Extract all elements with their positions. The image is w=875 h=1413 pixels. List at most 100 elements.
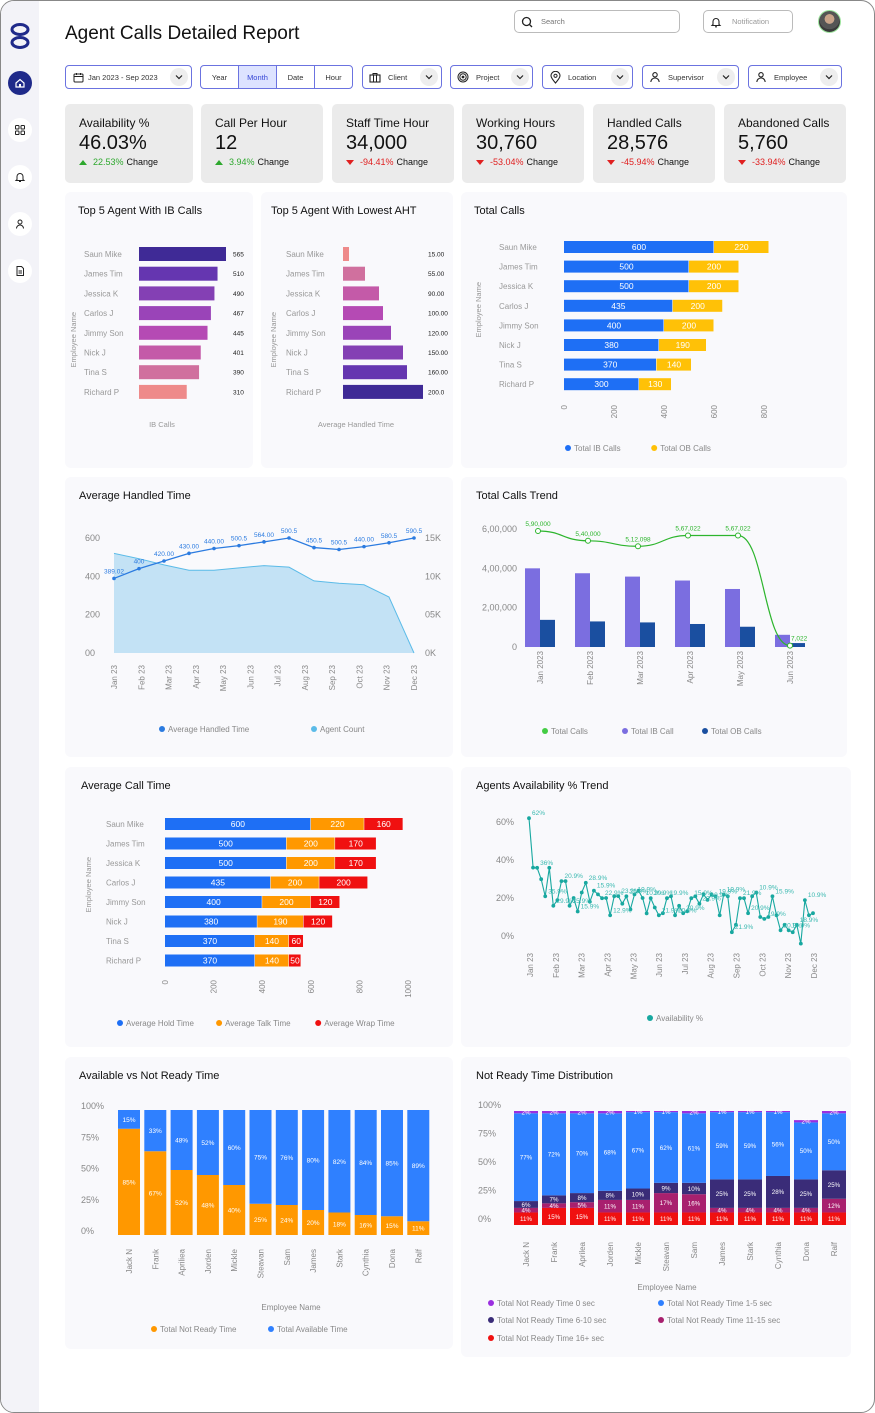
availability-point xyxy=(571,896,576,900)
kpi-change-word: Change xyxy=(126,157,159,167)
availability-label: 20.9% xyxy=(654,890,673,897)
bar-segment xyxy=(822,1113,846,1171)
bar-segment xyxy=(822,1170,846,1199)
bar-segment xyxy=(310,896,340,908)
bar-value-label: 75% xyxy=(254,1154,267,1161)
bar-value-label: 16% xyxy=(688,1201,701,1208)
tab-year[interactable]: Year xyxy=(201,66,239,88)
sidebar-item-profile[interactable] xyxy=(8,212,32,236)
bar-segment xyxy=(249,1110,272,1204)
bar xyxy=(343,247,349,261)
bar-value-label: 18% xyxy=(333,1221,346,1228)
tab-date[interactable]: Date xyxy=(277,66,315,88)
date-range-filter[interactable]: Jan 2023 - Sep 2023 xyxy=(65,65,192,89)
kpi-card: Abandoned Calls 5,760 -33.94% Change xyxy=(724,104,846,183)
bar-segment xyxy=(542,1195,566,1204)
tab-hour[interactable]: Hour xyxy=(325,72,342,82)
sidebar-item-dashboard[interactable] xyxy=(8,118,32,142)
supervisor-filter[interactable]: Supervisor xyxy=(642,65,739,89)
x-tick-label: James xyxy=(309,1249,318,1273)
total-calls-label: 5,90,000 xyxy=(525,521,551,528)
x-tick-label: Aug 23 xyxy=(301,664,310,690)
ib-bar xyxy=(575,573,590,647)
legend-label: Average Hold Time xyxy=(126,1019,194,1028)
legend-label: Total Calls xyxy=(551,727,588,736)
legend-marker xyxy=(622,728,628,734)
aht-data-label: 450.5 xyxy=(306,538,323,545)
value-label: 390 xyxy=(233,370,244,377)
sidebar-item-notifications[interactable] xyxy=(8,165,32,189)
aht-data-label: 500.5 xyxy=(281,528,298,535)
x-tick-label: Mar 2023 xyxy=(636,650,645,684)
location-pin-icon xyxy=(548,70,562,84)
bar-segment xyxy=(766,1212,790,1225)
chart-title: Top 5 Agent With Lowest AHT xyxy=(271,205,417,217)
chevron-down-icon xyxy=(820,68,838,86)
search-box[interactable] xyxy=(514,10,680,33)
project-filter[interactable]: Project xyxy=(450,65,533,89)
x-tick-label: Dec 23 xyxy=(410,664,419,690)
sidebar-item-home[interactable] xyxy=(8,71,32,95)
availability-point xyxy=(786,928,791,933)
user-avatar[interactable] xyxy=(818,10,841,33)
availability-line xyxy=(528,818,814,944)
project-label: Project xyxy=(476,72,500,82)
kpi-change: -45.94% xyxy=(621,157,655,167)
tick-label: 800 xyxy=(760,404,769,418)
location-filter[interactable]: Location xyxy=(542,65,633,89)
client-filter[interactable]: Client xyxy=(362,65,442,89)
sidebar-item-reports[interactable] xyxy=(8,259,32,283)
category-label: James Tim xyxy=(106,840,145,849)
bar-value-label: 11% xyxy=(828,1216,840,1223)
card-aht: Average Handled Time 00 200 400 600 0K 05K 10K… xyxy=(65,477,453,757)
category-label: Richard P xyxy=(499,380,534,389)
bar-segment xyxy=(196,1110,219,1175)
kpi-change: -94.41% xyxy=(360,157,394,167)
bar-segment xyxy=(118,1110,140,1129)
kpi-card: Staff Time Hour 34,000 -94.41% Change xyxy=(332,104,454,183)
bar-segment xyxy=(302,1210,325,1235)
bar-segment xyxy=(364,818,403,830)
employee-filter[interactable]: Employee xyxy=(748,65,842,89)
x-tick-label: Stark xyxy=(746,1241,755,1261)
bar-value-label: 4% xyxy=(550,1203,559,1210)
y-tick: 50% xyxy=(478,1157,496,1167)
bar-segment xyxy=(654,1112,678,1183)
bar-segment xyxy=(710,1111,734,1113)
bar-value-label: 16% xyxy=(359,1223,372,1230)
bar-value-label: 120 xyxy=(318,897,332,907)
bar-value-label: 2% xyxy=(522,1109,531,1116)
availability-label: 10.9% xyxy=(678,907,697,914)
x-tick-label: Sep 23 xyxy=(733,952,742,978)
kpi-change: 3.94% xyxy=(229,157,255,167)
card-notready-distribution: Not Ready Time Distribution 0% 25% 50% 75% 1… xyxy=(461,1057,851,1357)
bar-segment xyxy=(822,1198,846,1213)
notification-button[interactable]: Notification xyxy=(703,10,793,33)
tab-month[interactable]: Month xyxy=(239,66,277,88)
kpi-label: Staff Time Hour xyxy=(346,116,430,130)
x-tick-label: Cynthia xyxy=(774,1241,783,1269)
availability-point xyxy=(734,922,738,927)
x-tick-label: Dec 23 xyxy=(810,952,819,978)
availability-point xyxy=(790,930,795,935)
availability-label: 10.9% xyxy=(792,922,811,929)
value-label: 55.00 xyxy=(428,271,445,278)
legend-marker xyxy=(117,1020,123,1026)
bar-value-label: 220 xyxy=(734,242,748,252)
aht-point xyxy=(362,544,366,549)
bar-segment xyxy=(254,954,289,967)
availability-point xyxy=(587,899,592,904)
bar-value-label: 11% xyxy=(632,1216,644,1223)
category-label: Saun Mike xyxy=(84,250,122,259)
bar-value-label: 24% xyxy=(280,1218,293,1225)
kpi-card: Handled Calls 28,576 -45.94% Change xyxy=(593,104,715,183)
y-tick: 25% xyxy=(478,1186,496,1196)
bar-value-label: 70% xyxy=(576,1150,589,1157)
bar-segment xyxy=(257,915,304,928)
availability-label: 20.9% xyxy=(784,922,803,929)
category-label: Carlos J xyxy=(286,309,315,318)
bar-value-label: 60% xyxy=(228,1145,241,1152)
card-top5-ib: Top 5 Agent With IB Calls Saun Mike 565 Ja… xyxy=(65,192,253,468)
search-input[interactable] xyxy=(541,17,661,26)
availability-point xyxy=(567,903,572,908)
